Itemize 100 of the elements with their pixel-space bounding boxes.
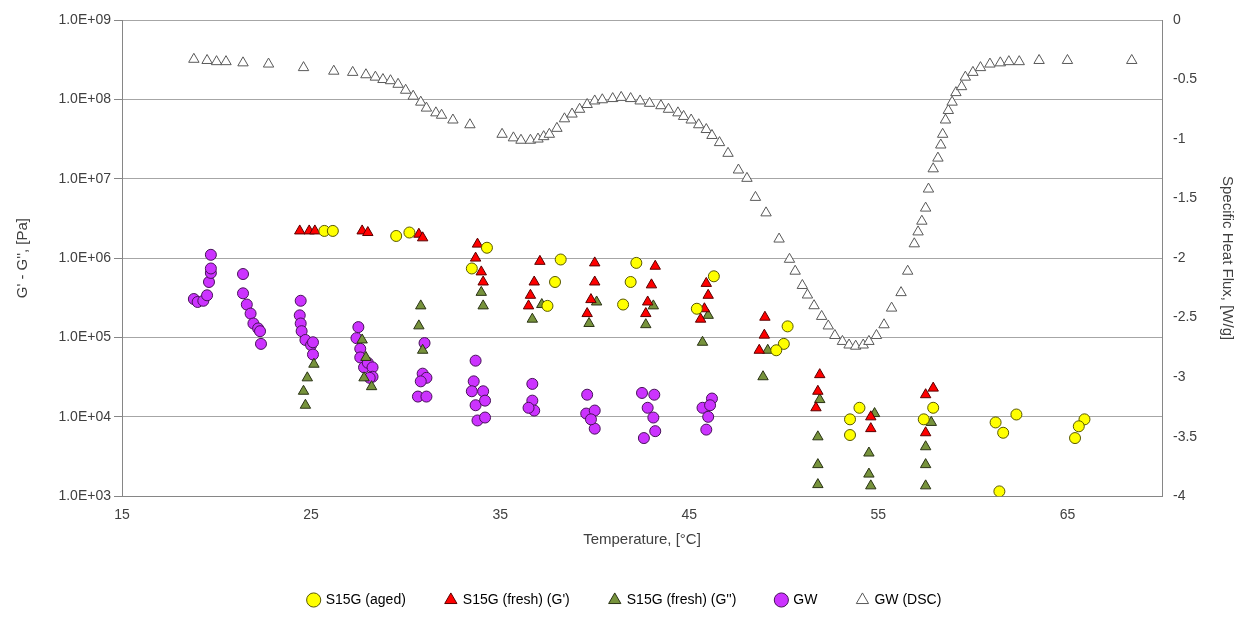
point — [403, 226, 416, 239]
point — [1010, 408, 1023, 421]
y-tick-label: 1.0E+07 — [58, 169, 112, 186]
point — [475, 285, 487, 296]
point — [696, 335, 709, 346]
point — [649, 259, 661, 270]
point — [753, 343, 765, 354]
y2-tick-label: -1 — [1173, 129, 1186, 146]
point — [415, 299, 427, 310]
point — [865, 410, 877, 421]
point — [759, 310, 771, 321]
point — [781, 320, 794, 333]
point — [810, 401, 822, 412]
point — [770, 344, 783, 357]
x-tick-label: 55 — [870, 506, 887, 523]
point — [1072, 420, 1085, 433]
point — [1069, 432, 1082, 445]
point — [524, 288, 537, 299]
point — [702, 288, 714, 299]
point — [997, 426, 1010, 439]
point — [301, 371, 314, 382]
point — [993, 485, 1006, 497]
point — [362, 226, 374, 237]
y2-tick-label: -1.5 — [1173, 189, 1198, 206]
point — [919, 479, 932, 490]
x-axis-title: Temperature, [°C] — [583, 530, 701, 548]
point — [927, 401, 940, 414]
point — [522, 299, 535, 310]
point — [413, 319, 425, 330]
point — [475, 265, 487, 276]
point — [919, 440, 932, 451]
point — [645, 278, 658, 289]
point — [690, 302, 703, 315]
point — [707, 270, 720, 283]
y2-tick-label: -2.5 — [1173, 308, 1198, 325]
point — [863, 467, 875, 478]
point — [777, 337, 790, 350]
point — [640, 307, 652, 318]
x-tick-label: 15 — [114, 506, 130, 523]
point — [308, 357, 320, 368]
point — [853, 401, 866, 414]
point — [694, 312, 707, 323]
point — [477, 299, 489, 310]
legend-label: S15G (fresh) (G'') — [626, 590, 737, 607]
point — [581, 307, 593, 318]
y-tick-label: 1.0E+03 — [58, 487, 112, 504]
legend-label: GW (DSC) — [874, 590, 942, 607]
point — [583, 316, 595, 327]
y2-tick-label: -4 — [1173, 487, 1186, 504]
point — [297, 384, 310, 395]
point — [365, 380, 378, 391]
point — [309, 224, 321, 235]
y2-tick-label: -2 — [1173, 248, 1186, 265]
point — [919, 426, 932, 437]
x-tick-label: 65 — [1059, 506, 1076, 523]
point — [534, 254, 546, 265]
y2-tick-label: -0.5 — [1173, 70, 1198, 87]
y-tick-label: 1.0E+06 — [58, 248, 112, 265]
point — [812, 430, 824, 441]
x-tick-label: 35 — [492, 506, 509, 523]
point — [528, 275, 540, 286]
point — [585, 293, 597, 304]
point — [641, 295, 654, 306]
y-tick-label: 1.0E+04 — [58, 407, 112, 424]
point — [477, 275, 489, 286]
y2-tick-label: -3.5 — [1173, 427, 1198, 444]
y2-axis-title: Specific Heat Flux, [W/g] — [1219, 175, 1237, 341]
point — [299, 398, 312, 409]
legend-label: S15G (fresh) (G') — [462, 590, 570, 607]
point — [326, 224, 339, 237]
y2-tick-label: 0 — [1173, 10, 1181, 27]
point — [812, 458, 824, 469]
point — [814, 368, 826, 379]
point — [814, 393, 826, 404]
point — [360, 350, 372, 361]
point — [589, 275, 601, 286]
point — [989, 416, 1002, 429]
y-axis-title: G' - G'', [Pa] — [13, 217, 31, 299]
point — [758, 328, 771, 339]
point — [541, 299, 554, 312]
point — [469, 251, 482, 262]
point — [390, 229, 403, 242]
point — [465, 262, 478, 275]
x-tick-label: 25 — [303, 506, 320, 523]
point — [863, 446, 875, 457]
x-tick-label: 45 — [681, 506, 698, 523]
y-tick-label: 1.0E+05 — [58, 328, 112, 345]
point — [865, 479, 877, 490]
point — [919, 388, 932, 399]
point — [844, 413, 856, 426]
legend-label: GW — [793, 590, 819, 607]
y-tick-label: 1.0E+08 — [58, 90, 112, 107]
point — [640, 318, 652, 329]
point — [927, 381, 939, 392]
y2-tick-label: -3 — [1173, 368, 1186, 385]
point — [919, 458, 932, 469]
point — [865, 422, 877, 433]
point — [617, 298, 630, 311]
point — [416, 343, 429, 354]
point — [294, 224, 306, 235]
